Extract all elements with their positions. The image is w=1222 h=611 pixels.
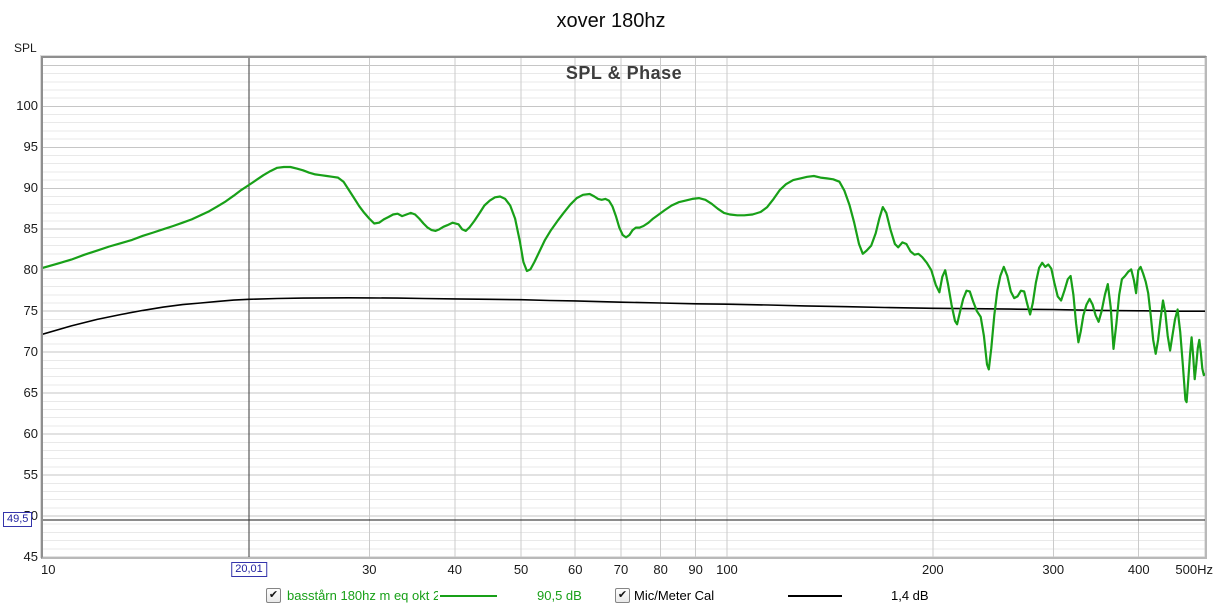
x-axis-tick: 400 xyxy=(1127,562,1150,577)
y-axis-tick: 65 xyxy=(23,385,38,401)
legend-line-swatch-2 xyxy=(788,595,842,597)
x-axis-tick: 70 xyxy=(613,562,629,577)
legend-value-2: 1,4 dB xyxy=(891,588,929,603)
chart-canvas[interactable] xyxy=(43,58,1205,557)
legend-value-1: 90,5 dB xyxy=(537,588,582,603)
checkbox-check-icon: ✔ xyxy=(617,589,628,601)
legend-checkbox-2[interactable]: ✔ xyxy=(615,588,630,603)
y-axis-tick: 60 xyxy=(23,426,38,442)
y-axis-tick: 45 xyxy=(23,549,38,564)
x-axis-tick: 60 xyxy=(567,562,583,577)
x-axis-tick: 50 xyxy=(513,562,529,577)
x-axis-tick: 90 xyxy=(688,562,703,577)
plot-area[interactable]: SPL & Phase xyxy=(41,56,1207,559)
y-axis-tick: 85 xyxy=(23,221,38,237)
x-axis-tick: 300 xyxy=(1042,562,1065,577)
y-axis-tick: 75 xyxy=(23,303,38,319)
trace-basst-rn-180hz-m-eq-okt-20 xyxy=(43,165,1205,404)
chart-subtitle: SPL & Phase xyxy=(565,63,683,83)
legend-checkbox-1[interactable]: ✔ xyxy=(266,588,281,603)
legend-label-1: basstårn 180hz m eq okt 20 xyxy=(287,588,438,603)
x-axis-tick: 10 xyxy=(41,562,56,577)
checkbox-check-icon: ✔ xyxy=(268,589,279,601)
legend-line-swatch-1 xyxy=(440,595,497,597)
x-axis-tick: 100 xyxy=(716,562,738,577)
page-title: xover 180hz xyxy=(556,10,666,32)
y-axis-title: SPL xyxy=(14,41,37,55)
x-axis-tick: 500Hz xyxy=(1175,562,1213,577)
y-axis-tick: 70 xyxy=(23,344,38,360)
x-axis-tick: 80 xyxy=(653,562,668,577)
x-axis-tick: 40 xyxy=(447,562,462,577)
y-cursor-label: 49,5 xyxy=(3,512,33,528)
y-axis-tick: 90 xyxy=(23,180,38,196)
x-axis-tick: 30 xyxy=(362,562,377,577)
x-axis-tick: 200 xyxy=(921,562,944,577)
y-axis-tick: 80 xyxy=(23,262,38,278)
y-axis-tick: 95 xyxy=(23,139,38,155)
y-axis-tick: 55 xyxy=(23,467,38,483)
y-axis-tick: 100 xyxy=(16,98,38,114)
x-cursor-label: 20,01 xyxy=(231,562,267,577)
legend-label-2: Mic/Meter Cal xyxy=(634,588,715,603)
legend: ✔ basstårn 180hz m eq okt 20 90,5 dB ✔ M… xyxy=(0,588,1222,606)
